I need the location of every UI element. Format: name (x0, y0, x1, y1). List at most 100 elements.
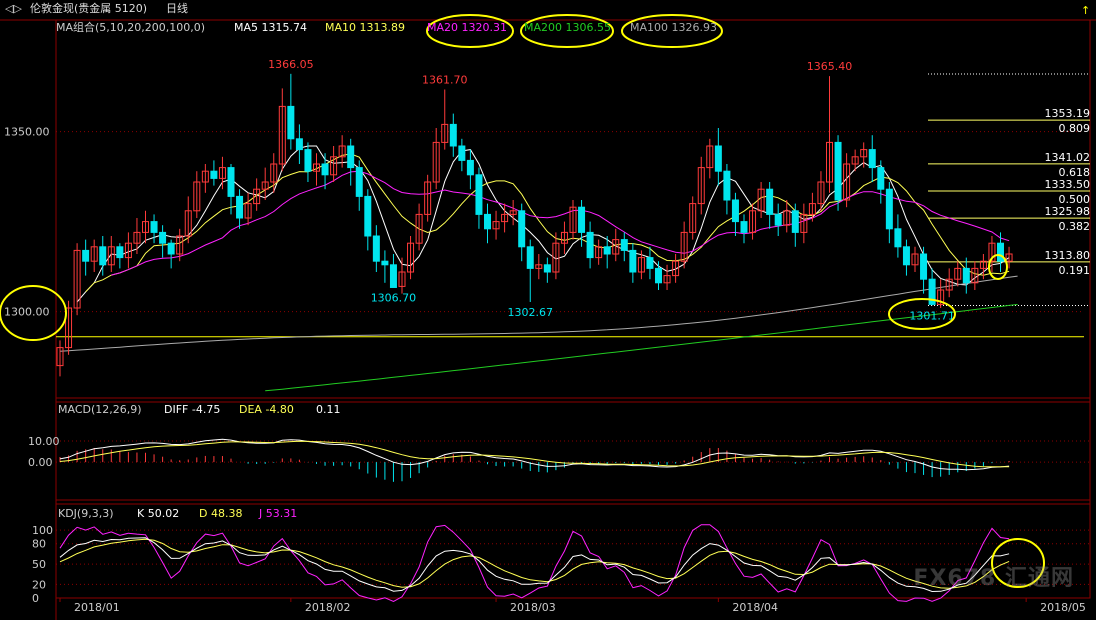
candle-body (629, 249, 637, 273)
window-icon[interactable]: ◁▷ (5, 2, 22, 15)
x-tick-label: 2018/02 (305, 601, 351, 614)
candle-body (808, 203, 816, 215)
fib-ratio-label: 0.382 (1059, 220, 1091, 233)
ma100-line (59, 275, 1018, 352)
candle-body (278, 105, 286, 165)
fib-price-label: 1313.80 (1045, 249, 1091, 262)
candle-body (432, 141, 440, 183)
candle-body (697, 167, 705, 205)
candle-body (800, 213, 808, 233)
candle-body (347, 145, 355, 169)
candle-body (714, 145, 722, 172)
fib-ratio-label: 0.618 (1059, 166, 1091, 179)
candle-body (210, 170, 218, 179)
candle-body (637, 257, 645, 273)
candle-body (937, 289, 945, 305)
extreme-price-label: 1301.71 (909, 309, 955, 322)
candle-body (65, 307, 73, 349)
highlight-circles (0, 14, 1045, 588)
candlesticks (56, 73, 1013, 377)
candle-body (184, 210, 192, 237)
candle-body (655, 267, 662, 284)
candle-body (569, 206, 577, 233)
ma200-legend: MA200 1306.55 (524, 21, 611, 34)
fib-price-label: 1353.19 (1045, 107, 1091, 120)
macd-diff-line (59, 438, 1010, 471)
x-tick-label: 2018/01 (74, 601, 120, 614)
candle-body (441, 123, 449, 143)
kdj-tick-label: 0 (32, 592, 39, 605)
candle-body (407, 242, 415, 273)
candle-body (415, 213, 423, 244)
candle-body (612, 239, 620, 255)
macd-tick-label: 10.00 (28, 435, 60, 448)
candle-body (620, 239, 628, 251)
candle-body (552, 242, 560, 273)
candle-body (877, 167, 885, 190)
highlight-circle (888, 298, 956, 330)
candle-body (124, 242, 132, 259)
highlight-circle (520, 14, 614, 48)
macd-dea-line (59, 440, 1010, 468)
extreme-price-label: 1365.40 (807, 60, 853, 73)
candle-body (56, 347, 64, 367)
candle-body (218, 167, 226, 179)
kdj-tick-label: 100 (32, 524, 53, 537)
up-arrow-icon[interactable]: ↑ (1081, 4, 1090, 17)
candle-body (928, 278, 936, 305)
candle-body (894, 228, 902, 248)
candle-body (920, 253, 928, 280)
candle-body (774, 213, 782, 226)
candle-body (167, 242, 175, 255)
candle-body (962, 267, 970, 284)
candle-body (270, 163, 278, 183)
candle-body (783, 210, 791, 226)
candle-body (817, 181, 825, 205)
symbol-title: 伦敦金现(贵金属 5120) (30, 1, 147, 15)
candle-body (90, 246, 98, 262)
candle-body (757, 188, 765, 212)
kdj-label: KDJ(9,3,3) (58, 507, 114, 520)
candle-body (749, 210, 757, 233)
fib-ratio-label: 0.809 (1059, 122, 1091, 135)
extreme-price-label: 1302.67 (508, 306, 554, 319)
highlight-circle (621, 14, 723, 48)
kdj-tick-label: 20 (32, 578, 46, 591)
candle-body (424, 181, 432, 215)
candle-body (287, 105, 295, 140)
candle-body (971, 267, 979, 284)
period-label[interactable]: 日线 (166, 1, 188, 15)
candle-body (603, 246, 611, 255)
candle-body (595, 246, 603, 259)
candle-body (492, 221, 500, 230)
macd-diff: DIFF -4.75 (164, 403, 220, 416)
candle-body (740, 221, 748, 233)
candle-body (851, 156, 859, 165)
fib-price-label: 1333.50 (1045, 178, 1091, 191)
candle-body (236, 195, 244, 219)
candle-body (133, 231, 141, 244)
macd-dea: DEA -4.80 (239, 403, 294, 416)
fib-price-label: 1325.98 (1045, 205, 1091, 218)
candle-body (723, 170, 731, 201)
kdj-d-line (59, 538, 1010, 589)
x-tick-label: 2018/03 (510, 601, 556, 614)
highlight-circle (0, 285, 67, 341)
candle-body (176, 235, 184, 255)
ma-group-label: MA组合(5,10,20,200,100,0) (56, 20, 205, 34)
kdj-k: K 50.02 (137, 507, 179, 520)
candle-body (979, 260, 987, 269)
kdj-d: D 48.38 (199, 507, 242, 520)
highlight-circle (988, 254, 1008, 280)
candle-body (295, 138, 303, 151)
candle-body (646, 257, 654, 269)
candle-body (244, 203, 252, 219)
candle-body (860, 149, 868, 158)
x-tick-label: 2018/05 (1040, 601, 1086, 614)
candle-body (826, 141, 833, 183)
candle-body (355, 167, 363, 197)
chart-frame (0, 19, 1096, 620)
candle-body (201, 170, 209, 183)
